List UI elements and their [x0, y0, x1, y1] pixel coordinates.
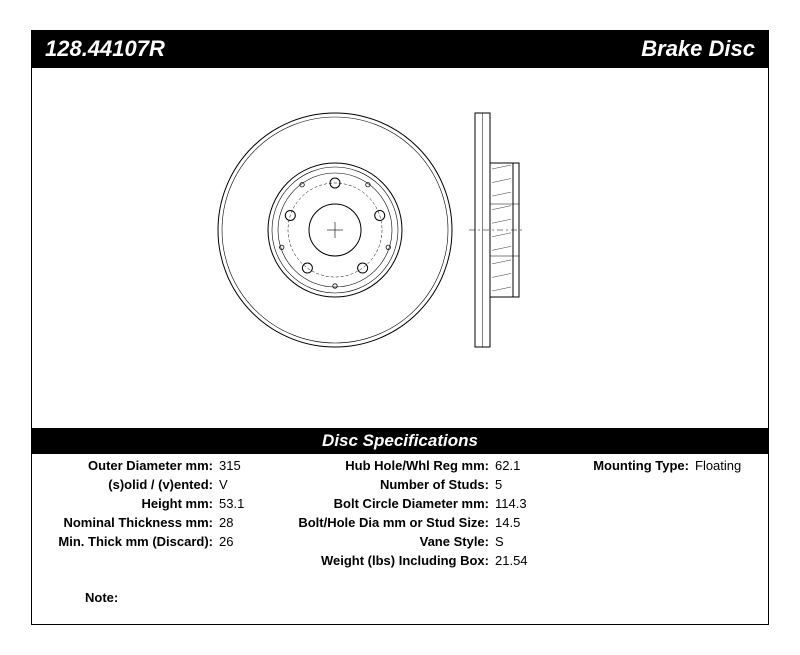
spec-title: Disc Specifications: [322, 431, 478, 451]
spec-label: Mounting Type:: [575, 458, 695, 473]
technical-drawing: [31, 68, 769, 408]
spec-label: Height mm:: [31, 496, 219, 511]
spec-title-bar: Disc Specifications: [31, 428, 769, 454]
spec-value: 62.1: [495, 458, 575, 473]
spec-value: 53.1: [219, 496, 279, 511]
spec-label: Nominal Thickness mm:: [31, 515, 219, 530]
spec-value: V: [219, 477, 279, 492]
spec-label: Vane Style:: [279, 534, 495, 549]
spec-label: Hub Hole/Whl Reg mm:: [279, 458, 495, 473]
spec-value: S: [495, 534, 575, 549]
spec-value: 315: [219, 458, 279, 473]
spec-row: Nominal Thickness mm: 28 Bolt/Hole Dia m…: [31, 515, 769, 534]
spec-table: Outer Diameter mm: 315 Hub Hole/Whl Reg …: [31, 458, 769, 572]
spec-value: 5: [495, 477, 575, 492]
spec-row: Min. Thick mm (Discard): 26 Vane Style: …: [31, 534, 769, 553]
spec-label: Outer Diameter mm:: [31, 458, 219, 473]
header-bar: 128.44107R Brake Disc: [31, 30, 769, 68]
spec-row: (s)olid / (v)ented: V Number of Studs: 5: [31, 477, 769, 496]
spec-value: 26: [219, 534, 279, 549]
spec-label: (s)olid / (v)ented:: [31, 477, 219, 492]
note-label: Note:: [85, 590, 118, 605]
spec-value: 21.54: [495, 553, 575, 568]
part-number: 128.44107R: [45, 36, 165, 62]
spec-row: Weight (lbs) Including Box: 21.54: [31, 553, 769, 572]
spec-label: Bolt/Hole Dia mm or Stud Size:: [279, 515, 495, 530]
spec-row: Height mm: 53.1 Bolt Circle Diameter mm:…: [31, 496, 769, 515]
spec-row: Outer Diameter mm: 315 Hub Hole/Whl Reg …: [31, 458, 769, 477]
spec-label: Number of Studs:: [279, 477, 495, 492]
spec-label: Bolt Circle Diameter mm:: [279, 496, 495, 511]
product-name: Brake Disc: [641, 36, 755, 62]
spec-value: 28: [219, 515, 279, 530]
spec-label: Min. Thick mm (Discard):: [31, 534, 219, 549]
spec-label: Weight (lbs) Including Box:: [279, 553, 495, 568]
spec-value: 14.5: [495, 515, 575, 530]
spec-value: Floating: [695, 458, 755, 473]
spec-value: 114.3: [495, 496, 575, 511]
note-row: Note:: [31, 590, 769, 605]
